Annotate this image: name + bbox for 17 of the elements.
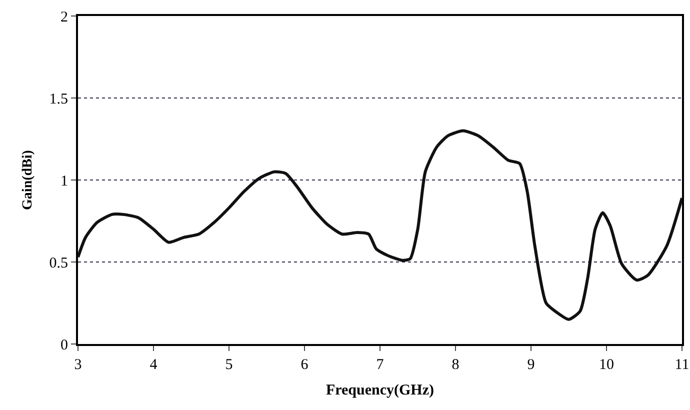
- y-tick-label: 1: [60, 173, 68, 190]
- line-series: [78, 129, 682, 321]
- x-tick-label: 9: [527, 357, 535, 373]
- x-tick-label: 6: [300, 357, 309, 373]
- x-tick-label: 4: [150, 357, 158, 373]
- y-tick-label: 0: [60, 337, 68, 354]
- y-tick-label: 1.5: [49, 91, 68, 108]
- y-tick-label: 2: [60, 9, 68, 26]
- x-tick-label: 8: [452, 357, 460, 373]
- y-axis-title: Gain(dBi): [20, 150, 36, 210]
- x-axis-title: Frequency(GHz): [326, 382, 434, 398]
- x-tick-label: 3: [74, 357, 82, 373]
- y-tick-label: 0.5: [49, 255, 68, 272]
- x-tick-label: 10: [599, 357, 614, 373]
- x-tick-label: 7: [376, 357, 384, 373]
- x-tick-label: 11: [674, 357, 690, 373]
- x-tick-label: 5: [225, 357, 233, 373]
